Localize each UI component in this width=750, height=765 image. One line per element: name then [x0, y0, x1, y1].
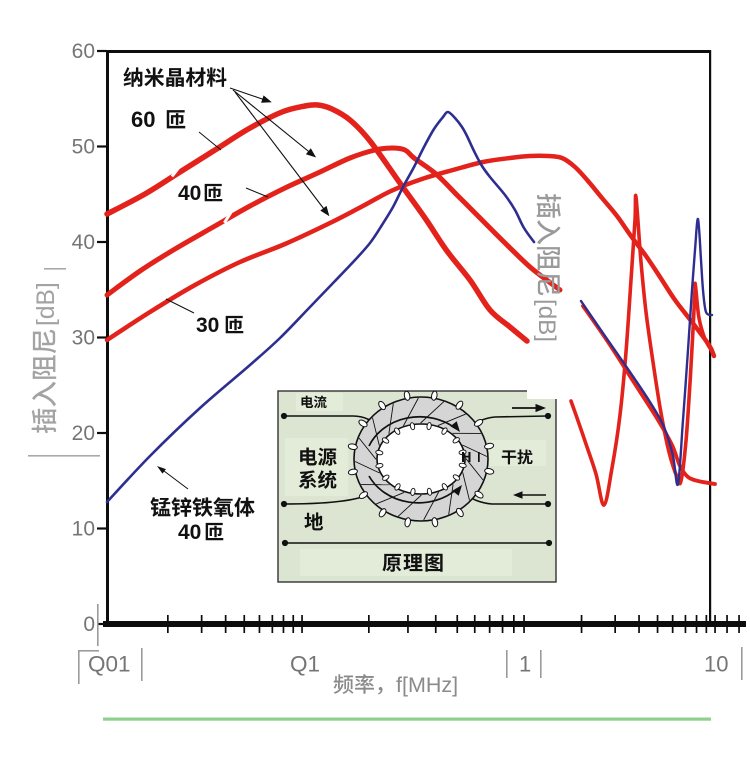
svg-text:20: 20 — [72, 422, 95, 445]
svg-text:10: 10 — [72, 518, 95, 541]
svg-text:40: 40 — [178, 521, 201, 544]
svg-text:60: 60 — [72, 40, 95, 63]
svg-text:f[MHz]: f[MHz] — [396, 673, 458, 697]
svg-text:30: 30 — [72, 327, 95, 350]
svg-text:H: H — [461, 450, 471, 466]
svg-text:Q01: Q01 — [88, 652, 131, 677]
svg-text:30: 30 — [196, 314, 219, 337]
svg-text:0: 0 — [83, 613, 95, 636]
svg-text:60: 60 — [131, 107, 155, 132]
svg-text:10: 10 — [704, 652, 728, 677]
svg-text:40: 40 — [178, 182, 201, 205]
svg-text:40: 40 — [72, 231, 95, 254]
svg-text:[dB]: [dB] — [33, 282, 60, 326]
svg-text:[dB]: [dB] — [533, 299, 560, 342]
svg-text:Q1: Q1 — [290, 652, 320, 677]
svg-text:1: 1 — [519, 652, 531, 677]
svg-text:50: 50 — [72, 136, 95, 159]
